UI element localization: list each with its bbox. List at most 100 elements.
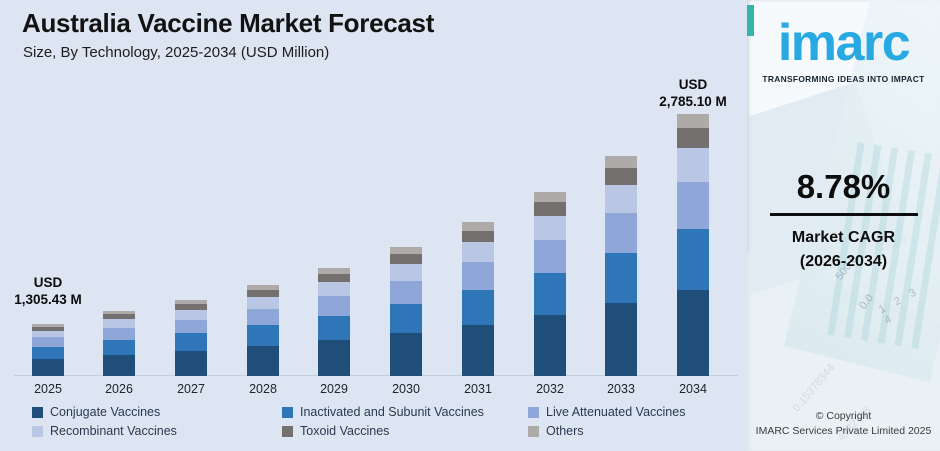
chart-subtitle: Size, By Technology, 2025-2034 (USD Mill… xyxy=(23,44,330,61)
legend-swatch-icon xyxy=(528,425,539,437)
bar-segment xyxy=(32,330,64,338)
copyright-line1: © Copyright xyxy=(815,410,872,422)
legend-item: Recombinant Vaccines xyxy=(32,422,282,440)
watermark-faint-digits: 0.15378344 xyxy=(790,361,838,415)
bar-segment xyxy=(175,350,207,376)
imarc-logo-text: imarc xyxy=(777,14,911,72)
bar-segment xyxy=(534,202,566,217)
bar-segment xyxy=(534,239,566,274)
x-axis-label-2025: 2025 xyxy=(34,382,62,396)
x-axis-label-2027: 2027 xyxy=(177,382,205,396)
bar-segment xyxy=(390,254,422,264)
bar-segment xyxy=(318,268,350,275)
bar-2029 xyxy=(318,268,350,376)
legend-swatch-icon xyxy=(282,425,293,437)
bar-2031 xyxy=(462,222,494,376)
x-axis-label-2031: 2031 xyxy=(464,382,492,396)
watermark-axis-min: 0.0 xyxy=(857,292,877,312)
copyright: © Copyright IMARC Services Private Limit… xyxy=(747,409,940,439)
bar-segment xyxy=(534,273,566,316)
imarc-logo: imarc TRANSFORMING IDEAS INTO IMPACT xyxy=(747,10,940,84)
bar-segment xyxy=(32,323,64,327)
legend-swatch-icon xyxy=(32,406,43,418)
bar-segment xyxy=(677,128,709,148)
bar-segment xyxy=(462,222,494,231)
bar-segment xyxy=(390,263,422,281)
x-axis-label-2034: 2034 xyxy=(679,382,707,396)
bar-segment xyxy=(605,252,637,304)
bar-segment xyxy=(32,337,64,347)
legend-swatch-icon xyxy=(528,406,539,418)
bar-segment xyxy=(175,299,207,305)
legend-swatch-icon xyxy=(32,425,43,437)
bar-segment xyxy=(605,303,637,376)
x-axis-line xyxy=(14,375,738,376)
bar-segment xyxy=(103,319,135,328)
bar-2026 xyxy=(103,310,135,376)
legend-label: Conjugate Vaccines xyxy=(50,405,161,419)
x-axis-label-2026: 2026 xyxy=(105,382,133,396)
cagr-value: 8.78% xyxy=(796,168,891,205)
first-bar-value-amount: 1,305.43 M xyxy=(14,292,82,307)
bar-segment xyxy=(32,326,64,331)
bar-segment xyxy=(103,339,135,355)
bar-segment xyxy=(462,289,494,326)
x-axis-label-2029: 2029 xyxy=(320,382,348,396)
bar-segment xyxy=(318,315,350,341)
bar-segment xyxy=(247,346,279,376)
legend-item: Conjugate Vaccines xyxy=(32,403,282,421)
bar-segment xyxy=(605,213,637,253)
last-bar-value-amount: 2,785.10 M xyxy=(659,94,727,109)
bar-segment xyxy=(677,182,709,230)
imarc-logo-tagline: TRANSFORMING IDEAS INTO IMPACT xyxy=(762,74,925,84)
bar-segment xyxy=(534,192,566,203)
bar-segment xyxy=(247,308,279,326)
info-panel: 500.0 0.0 1 2 3 4 0.15378344 4232768 ima… xyxy=(747,0,940,451)
cagr-divider xyxy=(769,213,918,216)
bar-segment xyxy=(318,296,350,316)
teal-accent-mark xyxy=(747,5,754,36)
bar-segment xyxy=(247,296,279,309)
first-bar-value-currency: USD xyxy=(33,275,63,290)
bar-segment xyxy=(605,168,637,185)
bar-segment xyxy=(32,358,64,376)
bar-segment xyxy=(318,340,350,376)
bar-segment xyxy=(534,216,566,240)
bar-segment xyxy=(390,303,422,334)
bar-segment xyxy=(175,309,207,320)
bar-segment xyxy=(103,310,135,315)
bar-2028 xyxy=(247,285,279,376)
first-bar-value-label: USD 1,305.43 M xyxy=(0,274,113,308)
bar-segment xyxy=(677,113,709,129)
bar-segment xyxy=(462,262,494,290)
cagr-label-line2: (2026-2034) xyxy=(799,253,888,270)
legend-swatch-icon xyxy=(282,406,293,418)
bar-segment xyxy=(103,354,135,376)
x-axis-label-2032: 2032 xyxy=(536,382,564,396)
bar-segment xyxy=(247,285,279,291)
bar-segment xyxy=(677,229,709,290)
bar-2034 xyxy=(677,113,709,376)
last-bar-value-currency: USD xyxy=(678,77,708,92)
bar-segment xyxy=(677,147,709,183)
bar-segment xyxy=(605,156,637,169)
bar-segment xyxy=(247,325,279,346)
bar-segment xyxy=(103,327,135,340)
bar-segment xyxy=(534,315,566,376)
bar-segment xyxy=(175,333,207,351)
legend-label: Live Attenuated Vaccines xyxy=(546,405,686,419)
copyright-line2: IMARC Services Private Limited 2025 xyxy=(755,425,932,437)
page-title: Australia Vaccine Market Forecast xyxy=(22,8,435,38)
bar-segment xyxy=(462,325,494,376)
bar-segment xyxy=(318,282,350,297)
legend-item: Others xyxy=(528,422,685,440)
bar-2027 xyxy=(175,299,207,376)
bar-segment xyxy=(318,274,350,283)
bar-2032 xyxy=(534,192,566,376)
bar-segment xyxy=(677,289,709,376)
legend-label: Toxoid Vaccines xyxy=(300,424,390,438)
legend-item: Toxoid Vaccines xyxy=(282,422,528,440)
legend: Conjugate Vaccines Recombinant Vaccines In… xyxy=(32,403,685,440)
watermark-axis-ticks: 1 2 3 4 xyxy=(876,284,922,327)
